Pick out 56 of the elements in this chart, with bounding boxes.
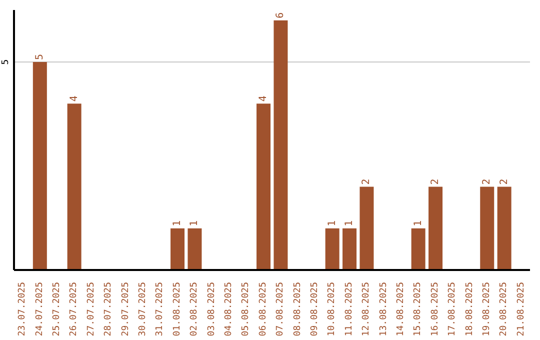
bar — [325, 228, 340, 270]
bar — [428, 186, 443, 270]
data-label: 5 — [34, 54, 46, 60]
x-tick-label: 21.08.2025 — [516, 282, 526, 336]
data-label: 6 — [275, 12, 286, 18]
x-tick-label: 30.07.2025 — [138, 282, 148, 336]
bar — [170, 228, 185, 270]
x-tick-label: 14.08.2025 — [396, 282, 406, 336]
bar — [342, 228, 357, 270]
x-tick-label: 28.07.2025 — [104, 282, 114, 336]
data-label: 1 — [412, 220, 424, 226]
x-tick-label: 12.08.2025 — [362, 282, 372, 336]
x-tick-label: 15.08.2025 — [413, 282, 424, 336]
x-tick-label: 25.07.2025 — [52, 282, 62, 336]
bar — [497, 186, 512, 270]
data-label: 1 — [326, 220, 338, 226]
x-tick-label: 20.08.2025 — [499, 282, 510, 336]
x-tick-label: 09.08.2025 — [310, 282, 320, 336]
data-label: 2 — [482, 178, 493, 185]
x-tick-label: 24.07.2025 — [34, 282, 45, 336]
bar — [67, 104, 82, 270]
bar — [256, 104, 271, 270]
x-tick-label: 02.08.2025 — [190, 282, 200, 336]
data-label: 2 — [361, 178, 372, 185]
x-tick-label: 06.08.2025 — [258, 282, 268, 336]
bar — [360, 186, 374, 270]
data-label: 1 — [172, 220, 184, 226]
x-tick-label: 26.07.2025 — [69, 282, 80, 336]
x-tick-label: 11.08.2025 — [344, 282, 354, 336]
x-tick-label: 01.08.2025 — [172, 282, 182, 336]
data-label: 4 — [68, 96, 80, 102]
x-tick-label: 31.07.2025 — [155, 282, 166, 336]
bar — [274, 20, 288, 270]
data-label: 1 — [189, 220, 200, 226]
x-tick-label: 27.07.2025 — [86, 282, 96, 336]
x-tick-label: 18.08.2025 — [464, 282, 475, 336]
bar — [188, 228, 202, 270]
data-label: 2 — [498, 178, 510, 185]
x-tick-label: 29.07.2025 — [120, 282, 131, 336]
x-tick-label: 07.08.2025 — [276, 282, 286, 336]
bar — [32, 62, 47, 270]
x-tick-label: 16.08.2025 — [430, 282, 440, 336]
data-label: 4 — [258, 96, 270, 102]
x-tick-label: 05.08.2025 — [241, 282, 252, 336]
x-tick-label: 17.08.2025 — [448, 282, 458, 336]
bar — [480, 186, 494, 270]
x-tick-label: 04.08.2025 — [224, 282, 234, 336]
x-tick-label: 23.07.2025 — [18, 282, 28, 336]
x-tick-label: 19.08.2025 — [482, 282, 492, 336]
x-tick-label: 10.08.2025 — [327, 282, 338, 336]
x-tick-label: 08.08.2025 — [292, 282, 303, 336]
bar — [411, 228, 426, 270]
data-label: 1 — [344, 220, 356, 226]
x-tick-label: 13.08.2025 — [378, 282, 389, 336]
data-label: 2 — [430, 178, 442, 185]
x-tick-label: 03.08.2025 — [206, 282, 217, 336]
